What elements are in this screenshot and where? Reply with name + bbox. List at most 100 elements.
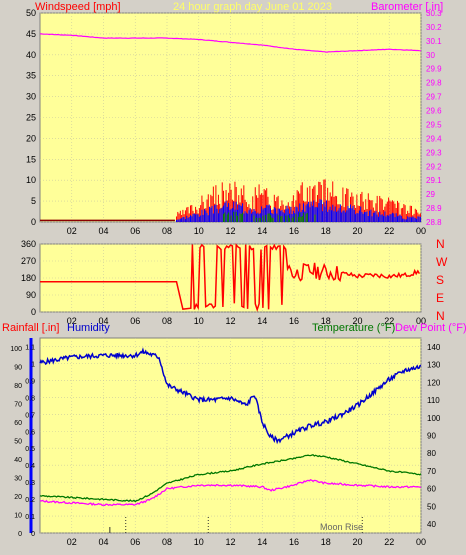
windspeed-tick-label: 40	[26, 50, 36, 60]
barometer-tick-label: 29.2	[426, 162, 442, 171]
temperature-tick-label: 50	[427, 502, 436, 511]
time-tick-label: 18	[321, 537, 331, 547]
direction-tick-label: 180	[21, 273, 36, 283]
time-tick-label: 14	[257, 316, 267, 326]
time-tick-label: 02	[67, 316, 77, 326]
time-tick-label: 06	[130, 537, 140, 547]
time-tick-label: 10	[194, 316, 204, 326]
barometer-tick-label: 29.8	[426, 79, 442, 88]
windspeed-tick-label: 45	[26, 29, 36, 39]
humidity-tick-label: 20	[14, 494, 22, 501]
rainfall-tick-label: 0.1	[25, 514, 35, 521]
rainfall-tick-label: 0.5	[25, 446, 35, 453]
temperature-axis-label: Temperature (°F)	[312, 322, 395, 334]
rainfall-tick-label: 0.4	[25, 463, 35, 470]
time-tick-label: 18	[321, 316, 331, 326]
time-tick-label: 12	[225, 316, 235, 326]
rainfall-tick-label: 0.6	[25, 429, 35, 436]
temperature-tick-label: 140	[427, 343, 441, 352]
barometer-tick-label: 29	[426, 190, 435, 199]
barometer-tick-label: 29.3	[426, 148, 442, 157]
windspeed-tick-label: 20	[26, 133, 36, 143]
barometer-tick-label: 29.9	[426, 65, 442, 74]
barometer-tick-label: 29.7	[426, 93, 442, 102]
rainfall-tick-label: 1.1	[25, 344, 35, 351]
chart-title: 24 hour graph day June 01 2023	[173, 1, 332, 13]
barometer-tick-label: 30.2	[426, 23, 442, 32]
humidity-tick-label: 60	[14, 420, 22, 427]
time-tick-label: 16	[289, 226, 299, 236]
time-tick-label: 14	[257, 226, 267, 236]
humidity-axis-label: Humidity	[67, 322, 110, 334]
time-tick-label: 14	[257, 537, 267, 547]
windspeed-tick-label: 10	[26, 175, 36, 185]
humidity-tick-label: 70	[14, 402, 22, 409]
humidity-tick-label: 0	[18, 531, 22, 538]
time-tick-label: 16	[289, 537, 299, 547]
windspeed-tick-label: 30	[26, 92, 36, 102]
temperature-tick-label: 130	[427, 361, 441, 370]
temperature-tick-label: 110	[427, 396, 440, 405]
time-tick-label: 10	[194, 537, 204, 547]
time-tick-label: 06	[130, 226, 140, 236]
barometer-line	[40, 33, 422, 53]
rainfall-tick-label: 0	[31, 531, 35, 538]
time-tick-label: 02	[67, 537, 77, 547]
temperature-tick-label: 80	[427, 449, 436, 458]
rainfall-tick-label: 0.7	[25, 412, 35, 419]
windspeed-tick-label: 0	[31, 217, 36, 227]
compass-label: E	[436, 291, 444, 305]
barometer-tick-label: 29.5	[426, 120, 442, 129]
humidity-tick-label: 100	[10, 346, 22, 353]
time-tick-label: 08	[162, 316, 172, 326]
time-tick-label: 12	[225, 226, 235, 236]
windspeed-tick-label: 5	[31, 196, 36, 206]
windspeed-tick-label: 50	[26, 8, 36, 18]
windspeed-tick-label: 15	[26, 154, 36, 164]
temperature-line	[39, 453, 422, 503]
direction-tick-label: 360	[21, 239, 36, 249]
time-tick-label: 22	[384, 537, 394, 547]
windspeed-tick-label: 35	[26, 71, 36, 81]
moon-rise-label: Moon Rise	[320, 522, 363, 532]
rainfall-tick-label: 0.9	[25, 378, 35, 385]
windspeed-axis-label: Windspeed [mph]	[35, 1, 121, 13]
temperature-tick-label: 60	[427, 485, 436, 494]
time-tick-label: 00	[416, 537, 426, 547]
time-tick-label: 02	[67, 226, 77, 236]
time-tick-label: 04	[98, 226, 108, 236]
humidity-tick-label: 50	[14, 439, 22, 446]
wind-direction-line	[40, 243, 421, 312]
time-tick-label: 04	[98, 316, 108, 326]
direction-tick-label: 0	[31, 307, 36, 317]
humidity-tick-label: 10	[14, 513, 22, 520]
rainfall-tick-label: 0.2	[25, 497, 35, 504]
time-tick-label: 22	[384, 226, 394, 236]
barometer-tick-label: 29.4	[426, 134, 442, 143]
compass-label: N	[436, 237, 445, 251]
time-tick-label: 10	[194, 226, 204, 236]
dewpoint-line	[39, 479, 422, 507]
windspeed-tick-label: 25	[26, 113, 36, 123]
time-tick-label: 20	[352, 226, 362, 236]
rainfall-tick-label: 0.3	[25, 480, 35, 487]
time-tick-label: 04	[98, 537, 108, 547]
time-tick-label: 18	[321, 226, 331, 236]
barometer-tick-label: 30.3	[426, 9, 442, 18]
barometer-tick-label: 28.8	[426, 218, 442, 227]
time-tick-label: 06	[130, 316, 140, 326]
compass-label: S	[436, 273, 444, 287]
compass-label: N	[436, 309, 445, 323]
temperature-tick-label: 40	[427, 520, 436, 529]
rainfall-tick-label: 0.8	[25, 395, 35, 402]
barometer-tick-label: 30.1	[426, 37, 442, 46]
time-tick-label: 00	[416, 226, 426, 236]
compass-label: W	[436, 255, 448, 269]
barometer-tick-label: 29.1	[426, 176, 442, 185]
time-tick-label: 20	[352, 537, 362, 547]
humidity-tick-label: 90	[14, 365, 22, 372]
humidity-tick-label: 40	[14, 457, 22, 464]
rainfall-tick-label: 1	[31, 361, 35, 368]
temperature-tick-label: 70	[427, 467, 436, 476]
